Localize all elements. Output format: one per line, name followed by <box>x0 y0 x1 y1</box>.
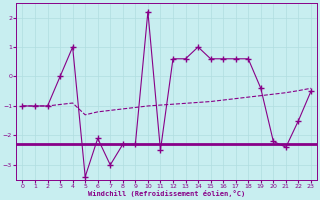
X-axis label: Windchill (Refroidissement éolien,°C): Windchill (Refroidissement éolien,°C) <box>88 190 245 197</box>
